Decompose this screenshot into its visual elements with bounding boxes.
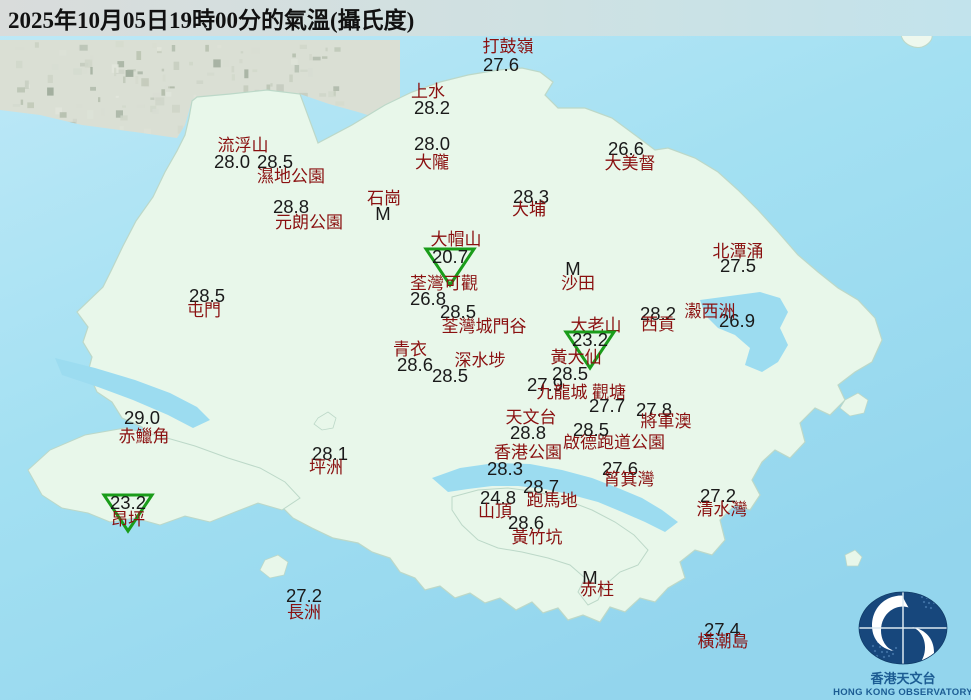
svg-text:瀫西洲: 瀫西洲 [685,302,736,321]
svg-text:坪洲: 坪洲 [309,458,343,477]
svg-text:28.6: 28.6 [397,354,433,375]
svg-text:跑馬地: 跑馬地 [527,491,578,510]
svg-text:濕地公園: 濕地公園 [257,167,325,186]
svg-text:昂坪: 昂坪 [111,510,145,529]
svg-text:20.7: 20.7 [432,246,468,267]
svg-text:黃竹坑: 黃竹坑 [512,528,563,547]
svg-text:赤鱲角: 赤鱲角 [119,427,170,446]
svg-text:元朗公園: 元朗公園 [275,213,343,232]
svg-text:屯門: 屯門 [187,301,221,320]
svg-text:28.2: 28.2 [414,97,450,118]
svg-text:29.0: 29.0 [124,407,160,428]
svg-text:27.5: 27.5 [720,255,756,276]
svg-text:荃灣城門谷: 荃灣城門谷 [442,317,527,336]
svg-text:27.6: 27.6 [483,54,519,75]
svg-text:28.0: 28.0 [214,151,250,172]
svg-text:大埔: 大埔 [512,200,546,219]
svg-text:沙田: 沙田 [561,274,595,293]
svg-text:28.3: 28.3 [487,458,523,479]
svg-text:長洲: 長洲 [287,603,321,622]
svg-text:23.2: 23.2 [572,329,608,350]
svg-text:28.8: 28.8 [510,422,546,443]
svg-text:大隴: 大隴 [415,153,449,172]
svg-text:西貢: 西貢 [641,315,675,334]
svg-text:將軍澳: 將軍澳 [641,412,692,431]
svg-text:大美督: 大美督 [605,154,656,173]
svg-text:M: M [375,203,390,224]
svg-text:山頂: 山頂 [478,502,512,521]
svg-text:筲箕灣: 筲箕灣 [604,470,655,489]
svg-text:清水灣: 清水灣 [697,500,748,519]
svg-text:橫潮島: 橫潮島 [698,632,749,651]
svg-text:27.7: 27.7 [589,395,625,416]
svg-text:赤柱: 赤柱 [580,580,614,599]
svg-text:九龍城: 九龍城 [537,383,588,402]
svg-text:28.5: 28.5 [573,419,609,440]
svg-text:28.0: 28.0 [414,133,450,154]
svg-text:28.5: 28.5 [432,365,468,386]
